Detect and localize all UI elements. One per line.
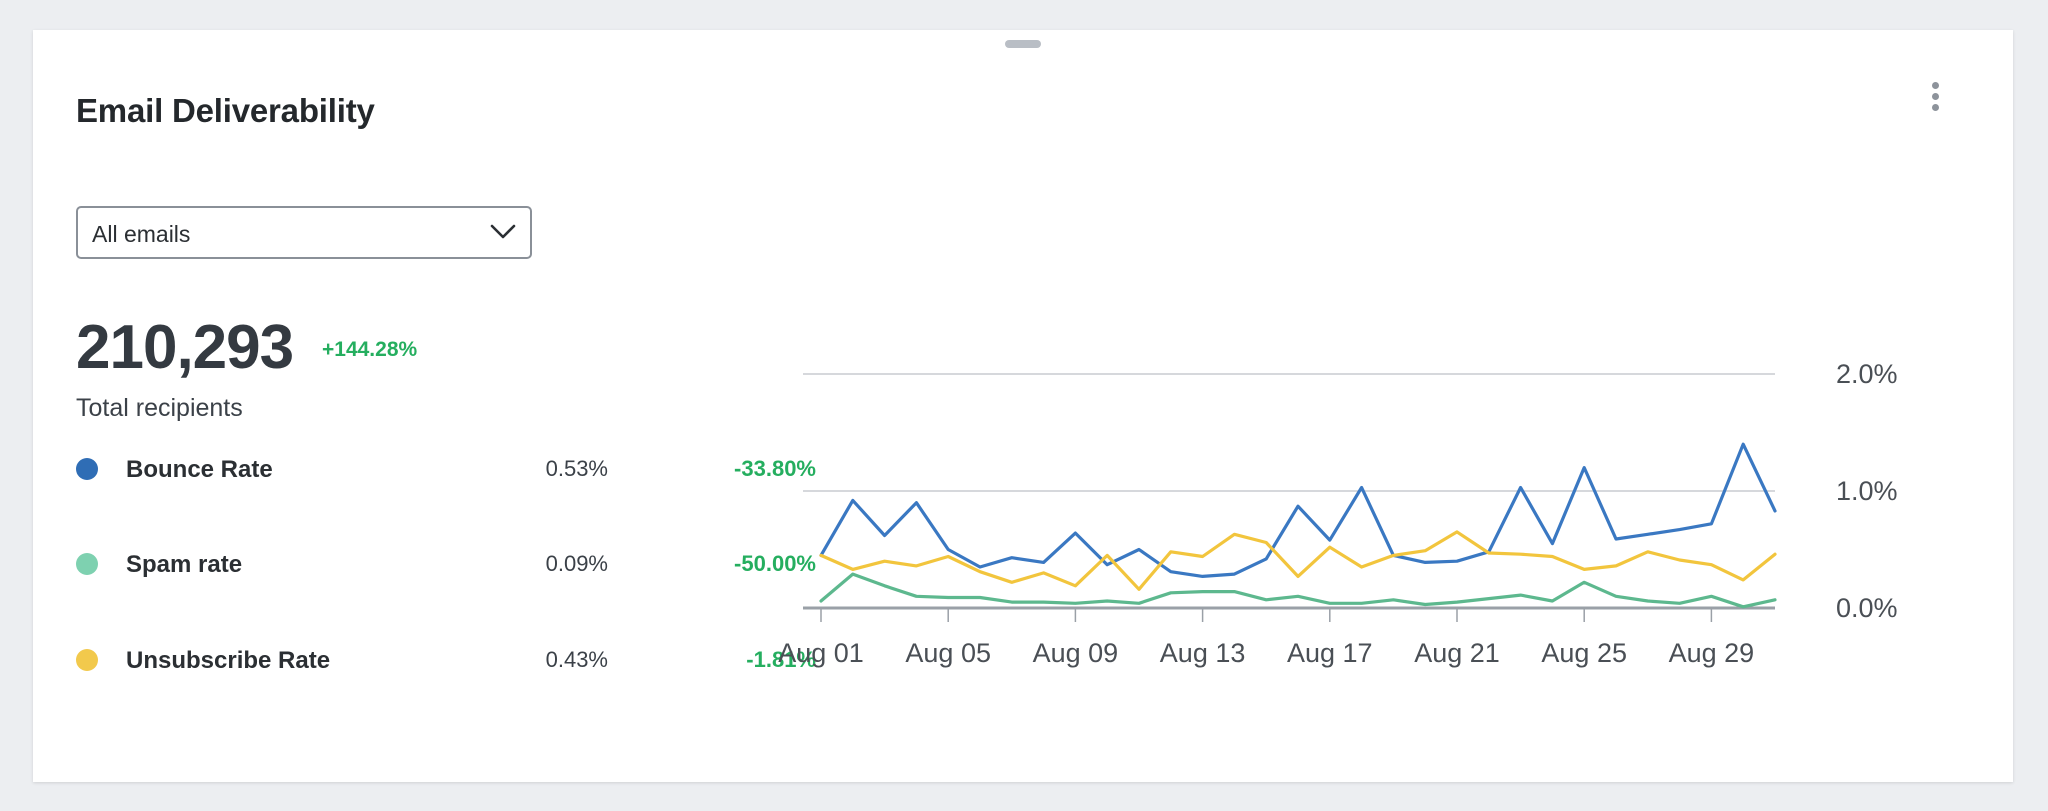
metric-change: -50.00%	[734, 551, 816, 576]
y-tick-label: 2.0%	[1836, 359, 1898, 389]
chevron-down-icon	[490, 224, 516, 239]
metric-value: 0.43%	[545, 647, 608, 672]
x-tick-label: Aug 21	[1414, 638, 1500, 668]
x-tick-label: Aug 09	[1033, 638, 1119, 668]
x-tick-label: Aug 29	[1669, 638, 1755, 668]
x-tick-label: Aug 05	[905, 638, 991, 668]
total-recipients-change: +144.28%	[322, 338, 418, 361]
drag-handle[interactable]	[1005, 40, 1041, 48]
total-recipients-value: 210,293	[76, 313, 294, 382]
metric-row-spam: Spam rate 0.09% -50.00%	[76, 545, 816, 585]
more-options-icon[interactable]	[1928, 82, 1942, 116]
metric-label: Bounce Rate	[126, 456, 273, 483]
series-line-spam-rate	[819, 572, 1777, 609]
x-tick-label: Aug 17	[1287, 638, 1373, 668]
metric-row-unsubscribe: Unsubscribe Rate 0.43% -1.81%	[76, 641, 816, 681]
metric-change: -33.80%	[734, 456, 816, 481]
bounce-legend-dot	[76, 458, 98, 480]
series-line-bounce-rate	[819, 442, 1777, 579]
total-recipients-label: Total recipients	[76, 394, 243, 422]
metric-value: 0.09%	[545, 551, 608, 576]
y-tick-label: 0.0%	[1836, 593, 1898, 623]
metric-value: 0.53%	[545, 456, 608, 481]
metric-change: -1.81%	[746, 647, 816, 672]
card-title: Email Deliverability	[76, 92, 375, 129]
metric-label: Spam rate	[126, 551, 243, 578]
email-filter-select[interactable]: All emails	[76, 206, 532, 259]
y-tick-label: 1.0%	[1836, 476, 1898, 506]
metric-row-bounce: Bounce Rate 0.53% -33.80%	[76, 450, 816, 490]
unsubscribe-legend-dot	[76, 649, 98, 671]
x-tick-label: Aug 25	[1541, 638, 1627, 668]
email-filter-value: All emails	[92, 221, 191, 247]
email-deliverability-card: Email Deliverability All emails 210,293 …	[33, 30, 2013, 782]
metric-label: Unsubscribe Rate	[126, 647, 331, 674]
x-tick-label: Aug 13	[1160, 638, 1246, 668]
x-tick-label: Aug 01	[778, 638, 864, 668]
deliverability-line-chart: 0.0% 1.0% 2.0% Aug 01 Aug 05 Aug 09 Aug 13 Aug …	[778, 359, 1898, 668]
spam-legend-dot	[76, 553, 98, 575]
series-line-unsubscribe-rate	[819, 530, 1777, 591]
